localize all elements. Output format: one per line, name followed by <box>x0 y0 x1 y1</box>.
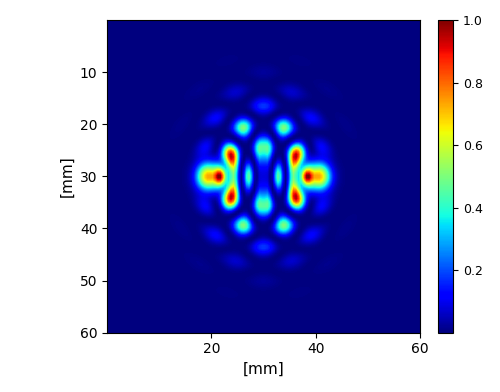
Y-axis label: [mm]: [mm] <box>60 156 74 197</box>
X-axis label: [mm]: [mm] <box>242 362 284 377</box>
